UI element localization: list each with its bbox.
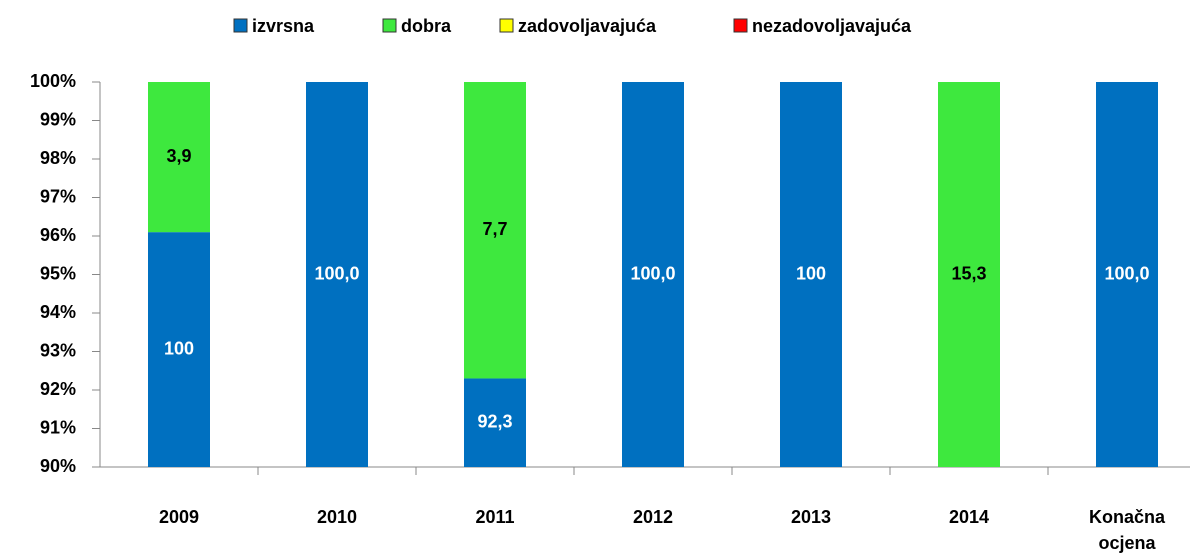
bar-segment	[938, 82, 1000, 467]
y-tick-label: 93%	[40, 340, 76, 360]
y-tick-label: 97%	[40, 186, 76, 206]
bar-segment	[464, 82, 526, 379]
y-tick-label: 100%	[30, 71, 76, 91]
bar-segment	[148, 82, 210, 233]
x-tick-label: Konačna ocjena	[1088, 507, 1166, 553]
data-label: 92,3	[477, 411, 512, 431]
y-tick-label: 92%	[40, 379, 76, 399]
y-tick-label: 91%	[40, 417, 76, 437]
data-label: 100	[796, 263, 826, 283]
data-label: 7,7	[482, 219, 507, 239]
bar-segment	[622, 82, 684, 467]
legend-swatch	[499, 18, 514, 33]
data-label: 3,9	[166, 146, 191, 166]
y-tick-label: 96%	[40, 225, 76, 245]
y-tick-label: 94%	[40, 302, 76, 322]
bar-segment	[1096, 82, 1158, 467]
x-tick-label: 2009	[158, 507, 200, 527]
legend-label: izvrsna	[252, 16, 315, 36]
y-tick-label: 99%	[40, 109, 76, 129]
y-tick-label: 90%	[40, 456, 76, 476]
data-label: 100	[164, 338, 194, 358]
x-tick-label: 2012	[632, 507, 674, 527]
x-tick-label: 2013	[790, 507, 832, 527]
x-tick-label: 2014	[948, 507, 990, 527]
x-tick-label: 2011	[475, 507, 515, 527]
bar-segment	[464, 378, 526, 467]
x-tick-label: 2010	[316, 507, 358, 527]
legend-label: zadovoljavajuća	[518, 16, 657, 36]
bar-segment	[780, 82, 842, 467]
y-tick-label: 98%	[40, 148, 76, 168]
data-label: 100,0	[314, 263, 359, 283]
data-label: 100,0	[1104, 263, 1149, 283]
legend-label: nezadovoljavajuća	[752, 16, 912, 36]
bar-segment	[148, 232, 210, 467]
legend-swatch	[733, 18, 748, 33]
bar-segment	[306, 82, 368, 467]
legend-label: dobra	[401, 16, 452, 36]
data-label: 15,3	[951, 263, 986, 283]
y-tick-label: 95%	[40, 263, 76, 283]
legend-swatch	[233, 18, 248, 33]
data-label: 100,0	[630, 263, 675, 283]
legend-swatch	[382, 18, 397, 33]
